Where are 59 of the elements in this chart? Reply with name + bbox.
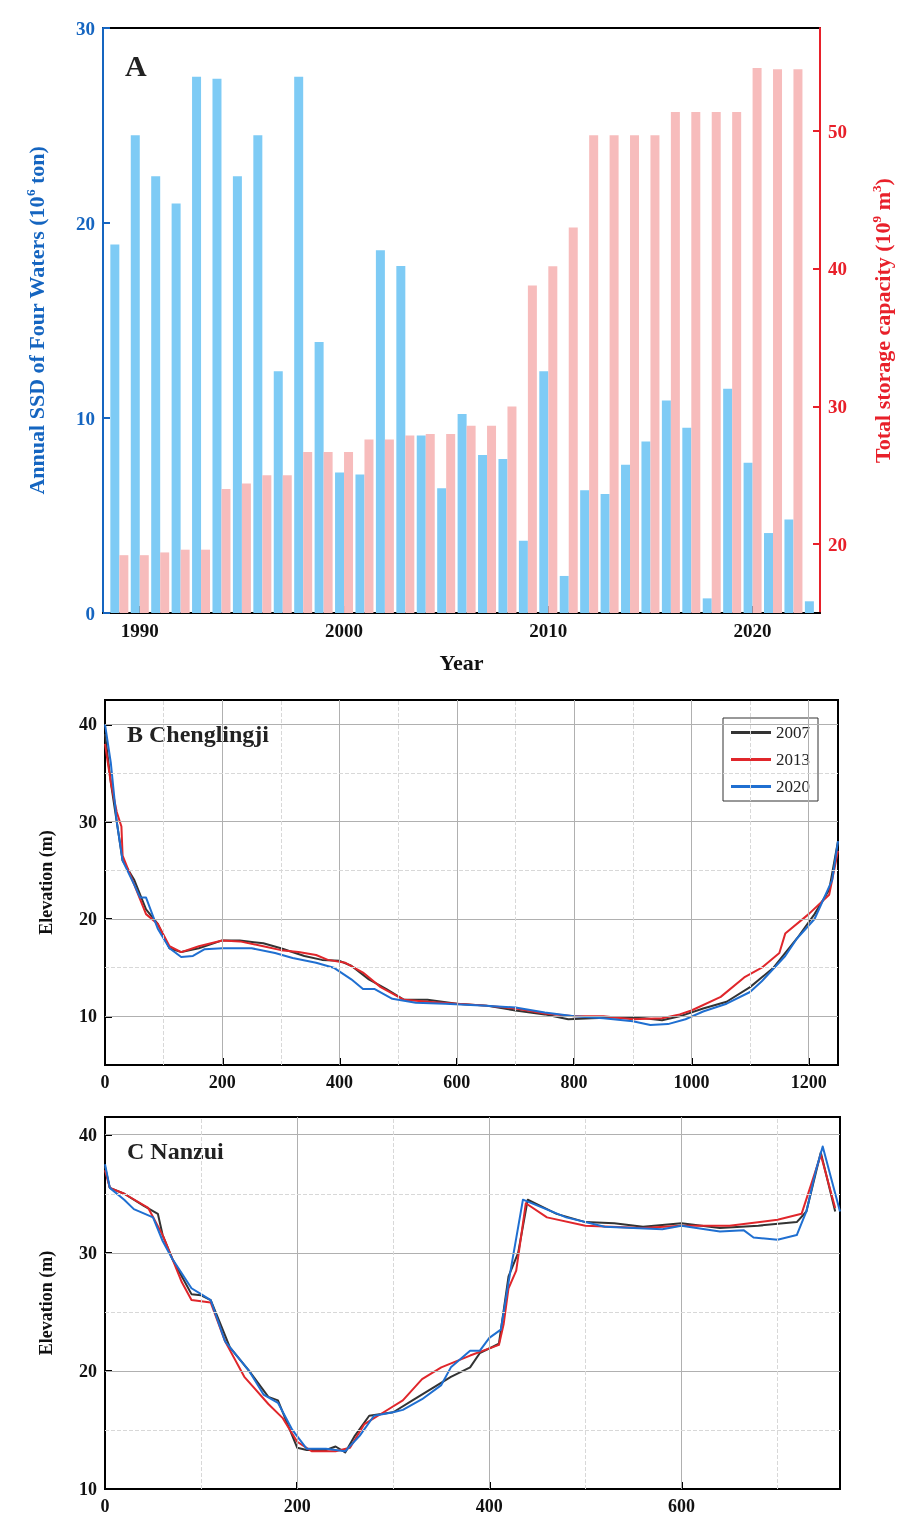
x-tick-label: 0	[100, 1496, 110, 1516]
y-tick-label: 20	[79, 909, 97, 929]
y-tick-label: 10	[79, 1479, 97, 1499]
y2-tick-label: 40	[828, 258, 847, 280]
x-tick-label: 1200	[790, 1072, 827, 1092]
bar	[294, 76, 304, 613]
y-axis-title: Elevation (m)	[36, 1250, 57, 1356]
x-tick-label: 200	[208, 1072, 236, 1092]
y2-tick-label: 50	[828, 120, 847, 142]
y-tick-label: 10	[79, 1006, 97, 1027]
y-tick-label: 30	[76, 17, 95, 39]
y-tick-label: 20	[76, 212, 95, 234]
x-tick-label: 2000	[325, 620, 364, 641]
y-tick-label: 40	[79, 1124, 97, 1145]
bar	[580, 490, 590, 613]
bar	[192, 76, 202, 613]
bar	[621, 464, 631, 613]
x-tick-label: 600	[443, 1072, 471, 1092]
y-tick-label: 30	[79, 1242, 97, 1263]
y2-tick-label: 20	[828, 533, 847, 555]
y-axis-title: Elevation (m)	[36, 830, 57, 935]
bar	[253, 135, 263, 613]
bar	[151, 176, 161, 613]
y2-tick-label: 30	[828, 396, 847, 418]
x-tick-label: 600	[667, 1496, 695, 1516]
x-tick-label: 200	[283, 1496, 311, 1516]
x-axis-title: Year	[439, 649, 484, 675]
x-tick-label: 400	[475, 1496, 503, 1516]
bar	[212, 78, 222, 613]
x-tick-label: 2020	[733, 620, 772, 641]
bar	[764, 533, 774, 613]
y-tick-label: 30	[79, 811, 97, 832]
bar	[600, 494, 610, 613]
legend-label: 2007	[776, 723, 811, 742]
bar	[702, 598, 712, 613]
bar	[232, 176, 242, 613]
x-tick-label: 1000	[673, 1072, 710, 1092]
x-tick-label: 800	[560, 1072, 588, 1092]
bar	[559, 575, 569, 613]
text: B Chenglingji	[127, 721, 270, 747]
text: C Nanzui	[127, 1138, 225, 1164]
y-axis-title: Annual SSD of Four Waters (106 ton)	[23, 146, 49, 495]
x-tick-label: 1990	[120, 620, 159, 641]
bar	[130, 135, 140, 613]
x-tick-label: 0	[100, 1072, 110, 1092]
y-tick-label: 0	[85, 602, 95, 624]
bar	[171, 203, 181, 613]
bar	[110, 244, 120, 613]
bar	[743, 462, 753, 613]
bar	[804, 601, 814, 613]
y-tick-label: 40	[79, 714, 97, 735]
x-tick-label: 400	[326, 1072, 354, 1092]
y2-axis-title: Total storage capacity (109 m3)	[869, 178, 895, 463]
bar	[784, 519, 794, 613]
y-tick-label: 20	[79, 1360, 97, 1381]
y-tick-label: 10	[76, 407, 95, 429]
x-tick-label: 2010	[529, 620, 568, 641]
bar	[375, 250, 385, 613]
text: A	[125, 48, 147, 82]
